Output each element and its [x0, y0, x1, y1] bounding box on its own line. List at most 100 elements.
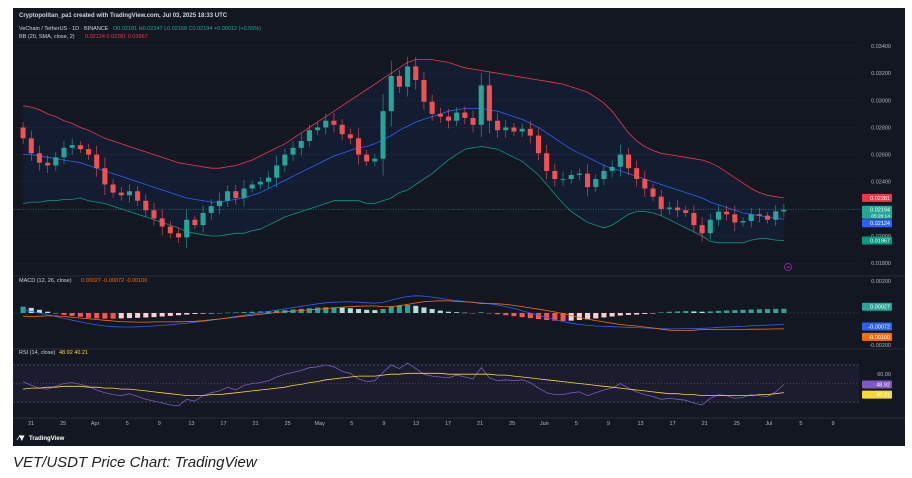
- candle-body: [167, 226, 173, 234]
- time-tick-label: 13: [413, 421, 419, 427]
- time-tick-label: 21: [28, 421, 34, 427]
- candle-body: [36, 153, 42, 163]
- candle-body: [126, 191, 132, 196]
- macd-histogram-bar: [372, 310, 378, 313]
- macd-histogram-bar: [298, 308, 304, 313]
- event-flag-icon[interactable]: ⚑: [784, 263, 792, 271]
- time-tick-label: 25: [734, 421, 740, 427]
- time-tick-label: 5: [575, 421, 578, 427]
- candle-body: [634, 168, 640, 180]
- ohlc-values: O0.02181 H0.02247 L0.02168 C0.02194 +0.0…: [113, 26, 261, 32]
- macd-histogram-bar: [61, 313, 67, 315]
- macd-histogram-bar: [396, 305, 402, 313]
- candle-body: [781, 209, 787, 212]
- tradingview-logo[interactable]: ⁄▼ TradingView: [16, 434, 65, 442]
- macd-histogram-bar: [364, 309, 370, 313]
- candle-body: [192, 219, 198, 226]
- macd-histogram-bar: [715, 310, 721, 313]
- candle-body: [699, 225, 705, 234]
- macd-histogram-bar: [388, 306, 394, 313]
- macd-histogram-bar: [773, 308, 779, 313]
- candle-body: [20, 127, 26, 139]
- candle-body: [478, 85, 484, 125]
- macd-histogram-bar: [118, 313, 124, 319]
- candle-body: [355, 138, 362, 155]
- rsi-line: [22, 362, 785, 407]
- candle-body: [86, 149, 92, 155]
- macd-histogram-bar: [53, 313, 59, 314]
- macd-signal-line: [23, 300, 784, 331]
- candle-body: [732, 214, 738, 223]
- candle-body: [642, 179, 648, 189]
- time-tick-label: 5: [799, 421, 802, 427]
- time-tick-label: Jun: [540, 421, 549, 427]
- time-tick-label: 21: [477, 421, 483, 427]
- candle-body: [339, 124, 345, 135]
- bb-indicator-values: 0.02124 0.02281 0.01967: [85, 34, 148, 40]
- macd-histogram-bar: [135, 313, 141, 318]
- candle-body: [617, 154, 623, 167]
- time-axis: 21 25 Apr 5 9 13 17 21 25 May 5 9 13 17 21 25 Jun 5 9 13 17 2…: [28, 421, 835, 427]
- candle-body: [576, 173, 582, 175]
- macd-histogram-bar: [339, 307, 345, 313]
- candle-body: [118, 192, 124, 196]
- macd-line-tag-bg: [862, 322, 892, 331]
- candle-body: [445, 116, 452, 121]
- macd-hist-tag-bg: [862, 302, 892, 311]
- candle-body: [462, 112, 468, 118]
- candle-body: [593, 179, 599, 188]
- symbol-label: VeChain / TetherUS · 1D · BINANCE: [19, 26, 109, 32]
- macd-histogram-bar: [535, 313, 542, 320]
- price-axis: 0.03400 0.03200 0.03000 0.02800 0.02600 0.024…: [862, 44, 892, 399]
- chart-canvas[interactable]: 21 25 Apr 5 9 13 17 21 25 May 5 9 13 17 21 25 Jun 5 9 13 17 2…: [13, 8, 905, 446]
- time-tick-label: 17: [670, 421, 676, 427]
- price-tick-label: 0.01800: [871, 261, 891, 267]
- bb-basis-tag-bg: [862, 219, 892, 228]
- tradingview-chart[interactable]: 21 25 Apr 5 9 13 17 21 25 May 5 9 13 17 21 25 Jun 5 9 13 17 2…: [13, 8, 905, 446]
- candle-body: [405, 66, 411, 87]
- candle-body: [45, 162, 51, 166]
- time-tick-label: 13: [637, 421, 643, 427]
- macd-signal-tag: -0.00100: [868, 335, 890, 341]
- candle-body: [675, 207, 681, 211]
- macd-histogram-bar: [724, 310, 730, 313]
- rsi-ma-tag-bg: [862, 390, 892, 399]
- candle-body: [28, 138, 34, 154]
- macd-histogram-bar: [642, 313, 648, 314]
- candle-body: [683, 210, 689, 213]
- macd-histogram-bar: [159, 313, 165, 317]
- candle-body: [69, 145, 75, 148]
- candle-body: [331, 120, 337, 125]
- price-tick-label: 0.02600: [871, 153, 891, 159]
- macd-histogram-bar: [478, 312, 484, 313]
- macd-histogram-bar: [707, 311, 713, 313]
- candle-body: [110, 184, 116, 193]
- time-tick-label: 13: [188, 421, 194, 427]
- macd-histogram-bar: [756, 309, 762, 313]
- candle-body: [568, 174, 574, 180]
- macd-histogram-bar: [94, 313, 100, 319]
- bb-basis-tag: 0.02124: [870, 221, 890, 227]
- candle-body: [372, 158, 378, 162]
- rsi-value-tag-bg: [862, 380, 892, 389]
- candle-body: [364, 154, 370, 162]
- macd-histogram-bar: [36, 309, 42, 313]
- price-tick-label: 0.02400: [871, 180, 891, 186]
- bollinger-bands: [23, 59, 784, 244]
- candle-body: [691, 212, 697, 226]
- macd-histogram-bar: [699, 311, 705, 313]
- time-tick-label: May: [315, 421, 326, 427]
- candle-body: [519, 128, 525, 132]
- rsi-pane: [22, 362, 785, 407]
- macd-histogram-bar: [552, 313, 558, 321]
- candle-body: [265, 177, 272, 182]
- candle-body: [773, 211, 779, 220]
- candle-body: [535, 135, 542, 154]
- candle-body: [200, 212, 206, 226]
- last-price-tag: 0.02194: [870, 208, 890, 214]
- macd-histogram-bar: [683, 311, 689, 313]
- macd-histogram-bar: [634, 313, 640, 315]
- macd-histogram-bar: [184, 313, 190, 315]
- candle-body: [208, 206, 214, 213]
